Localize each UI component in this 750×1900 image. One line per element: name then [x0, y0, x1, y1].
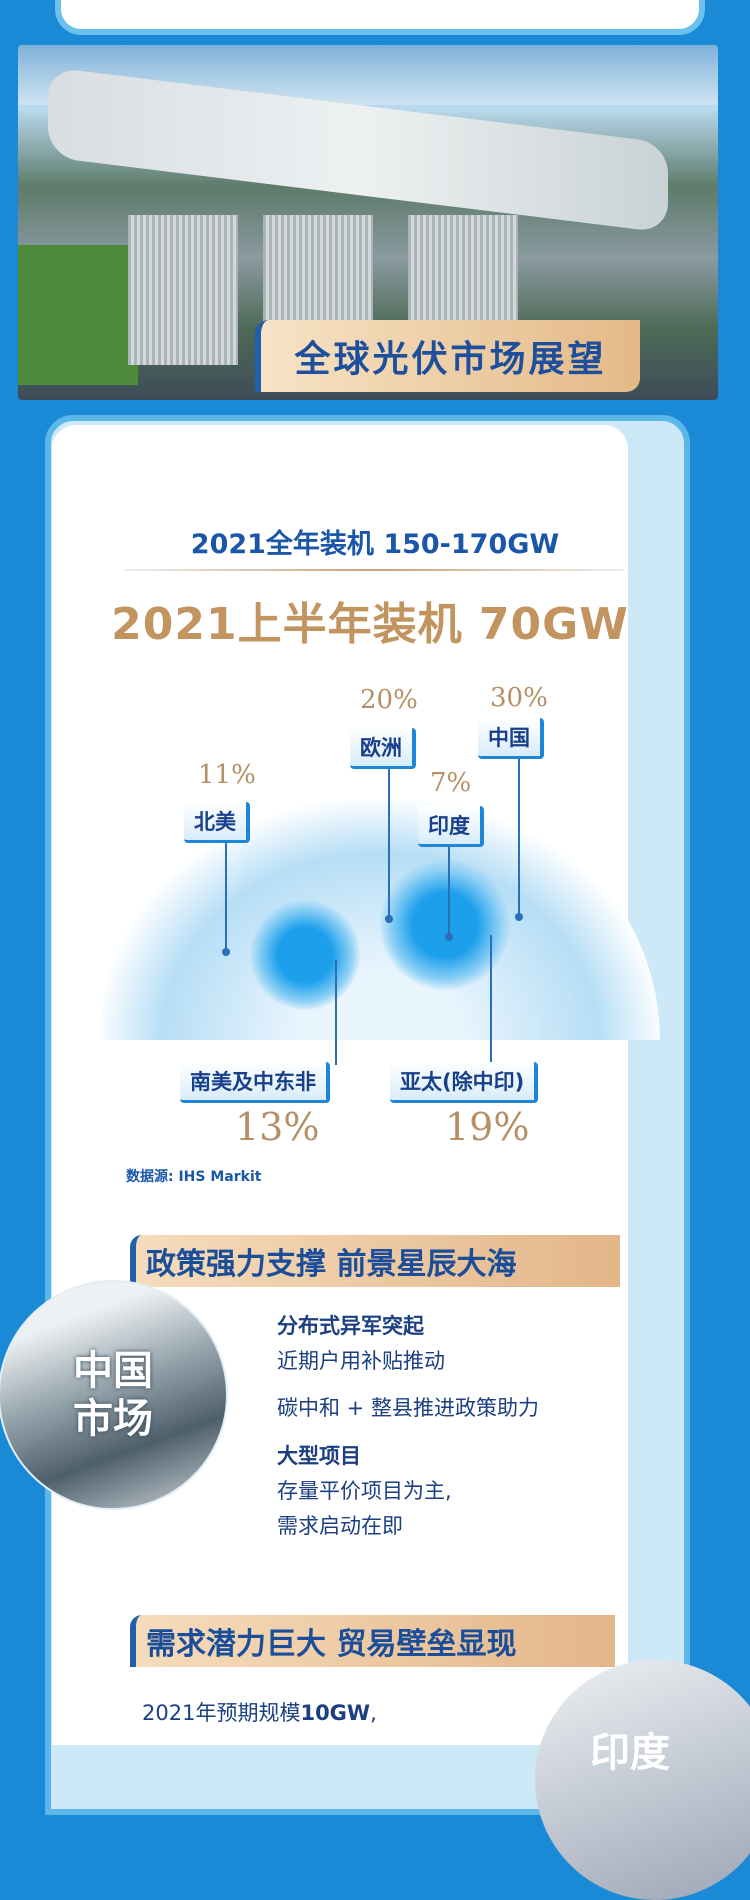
china-item-heading: 分布式异军突起 — [277, 1314, 424, 1338]
india-text-suffix: , — [370, 1701, 377, 1725]
share-south-america-mea: 13% — [235, 1105, 320, 1149]
spot-asia — [380, 860, 510, 990]
circle-line2: 市场 — [73, 1396, 153, 1442]
annual-install-heading: 2021全年装机 150-170GW — [190, 529, 560, 560]
china-section-title: 政策强力支撑 前景星辰大海 — [130, 1235, 620, 1287]
divider — [125, 569, 625, 571]
top-card — [55, 0, 705, 35]
circle-line1: 中国 — [73, 1348, 153, 1394]
china-item: 需求启动在即 — [277, 1514, 403, 1538]
data-source: 数据源: IHS Markit — [126, 1169, 262, 1185]
label-europe: 欧洲 — [350, 728, 416, 769]
india-text-prefix: 2021年预期规模 — [142, 1701, 301, 1725]
banner-title: 全球光伏市场展望 — [255, 320, 640, 392]
china-item-heading: 大型项目 — [277, 1444, 361, 1468]
label-south-america-mea: 南美及中东非 — [180, 1062, 330, 1103]
china-item: 近期户用补贴推动 — [277, 1349, 445, 1373]
share-china: 30% — [490, 683, 548, 713]
label-india: 印度 — [418, 806, 484, 847]
half-year-install-heading: 2021上半年装机 70GW — [111, 599, 629, 650]
share-apac: 19% — [445, 1105, 530, 1149]
share-india: 7% — [430, 768, 472, 798]
spot-south-america — [250, 900, 360, 1010]
label-north-america: 北美 — [184, 802, 250, 843]
share-europe: 20% — [360, 685, 418, 715]
china-market-circle: 中国 市场 — [0, 1280, 228, 1510]
label-china: 中国 — [478, 718, 544, 759]
label-apac: 亚太(除中印) — [390, 1062, 539, 1103]
china-item: 存量平价项目为主, — [277, 1479, 452, 1503]
india-section-title: 需求潜力巨大 贸易壁垒显现 — [130, 1615, 615, 1667]
india-text-value: 10GW — [300, 1701, 371, 1725]
share-north-america: 11% — [198, 760, 256, 790]
india-text: 2021年预期规模10GW, — [142, 1697, 377, 1727]
china-item: 碳中和 + 整县推进政策助力 — [277, 1396, 539, 1420]
